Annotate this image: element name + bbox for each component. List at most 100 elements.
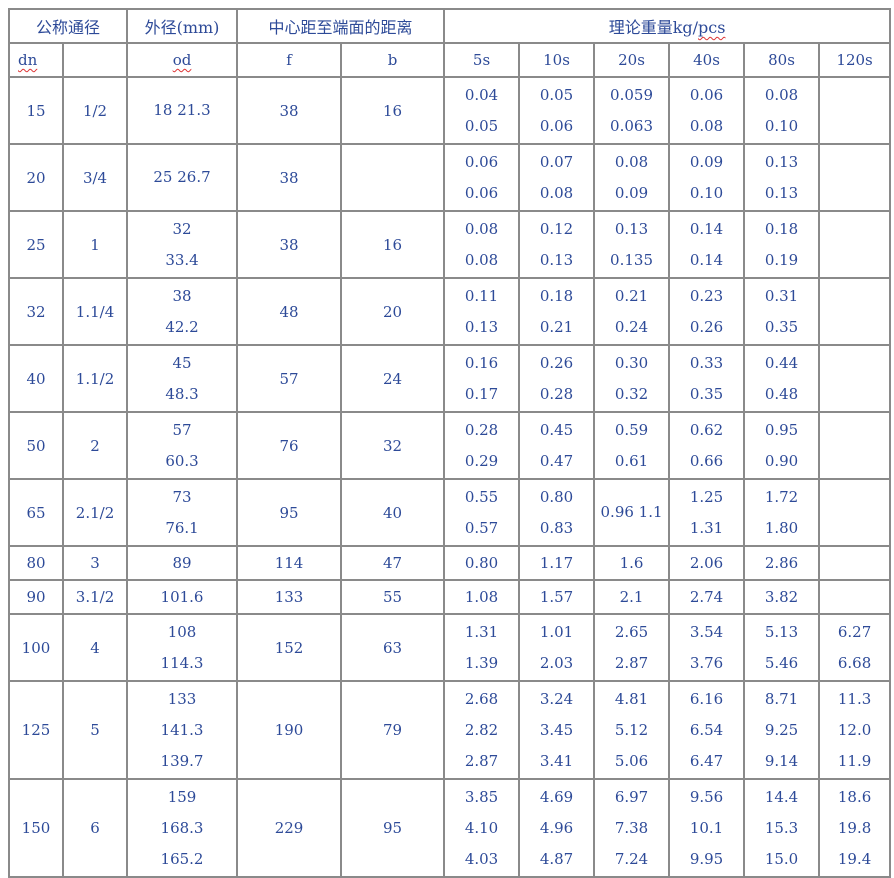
cell-weight-80s: 1.72 1.80: [745, 480, 821, 547]
cell-f: 133: [238, 581, 343, 615]
cell-weight-80s: 0.95 0.90: [745, 413, 821, 480]
cell-weight-40s-value: 0.10: [689, 183, 724, 202]
cell-weight-5s-value: 4.10: [464, 818, 499, 837]
cell-weight-5s-value: 0.08: [464, 250, 499, 269]
table-row: 90 3.1/2 101.6 133 55 1.08 1.57 2.1 2.74 3.82: [10, 581, 892, 615]
cell-dn: 65: [10, 480, 64, 547]
cell-weight-120s-value: 19.8: [837, 818, 872, 837]
cell-weight-40s-value: 0.35: [689, 384, 724, 403]
cell-weight-10s-value: 0.21: [539, 317, 574, 336]
cell-weight-20s: 2.65 2.87: [595, 615, 671, 682]
cell-weight-40s-value: 10.1: [689, 818, 724, 837]
cell-weight-10s: 1.17: [520, 547, 596, 581]
header-od: 外径(mm): [128, 10, 239, 44]
header-sch-120s: 120s: [820, 44, 892, 78]
cell-weight-80s: 8.71 9.25 9.14: [745, 682, 821, 780]
cell-f: 190: [238, 682, 343, 780]
cell-weight-5s-value: 4.03: [464, 849, 499, 868]
cell-od-value: 89: [172, 554, 192, 572]
cell-od-value: 76.1: [165, 518, 199, 537]
cell-od: 159 168.3 165.2: [128, 780, 239, 878]
cell-dn: 90: [10, 581, 64, 615]
cell-weight-10s: 4.69 4.96 4.87: [520, 780, 596, 878]
cell-weight-5s: 3.85 4.10 4.03: [445, 780, 521, 878]
cell-weight-5s-value: 2.68: [464, 689, 499, 708]
cell-weight-5s-value: 0.08: [464, 219, 499, 238]
cell-nps: 2: [64, 413, 129, 480]
cell-b: 47: [342, 547, 446, 581]
cell-weight-5s: 2.68 2.82 2.87: [445, 682, 521, 780]
header-sch-5s: 5s: [445, 44, 521, 78]
cell-weight-80s-value: 2.86: [764, 554, 799, 572]
cell-nps: 3: [64, 547, 129, 581]
cell-weight-120s: 11.3 12.0 11.9: [820, 682, 892, 780]
cell-f: 95: [238, 480, 343, 547]
cell-weight-5s-value: 0.80: [464, 554, 499, 572]
cell-od: 101.6: [128, 581, 239, 615]
cell-weight-20s-value: 0.61: [614, 451, 649, 470]
cell-weight-5s: 1.31 1.39: [445, 615, 521, 682]
cell-od: 108 114.3: [128, 615, 239, 682]
cell-weight-40s-value: 0.33: [689, 353, 724, 372]
cell-weight-80s-value: 3.82: [764, 588, 799, 606]
cell-od-value: 57: [172, 420, 192, 439]
cell-weight-10s-value: 1.17: [539, 554, 574, 572]
cell-weight-80s-value: 0.44: [764, 353, 799, 372]
cell-weight-5s-value: 3.85: [464, 787, 499, 806]
cell-weight-20s: 0.13 0.135: [595, 212, 671, 279]
cell-weight-40s-value: 0.66: [689, 451, 724, 470]
cell-weight-20s: 0.96 1.1: [595, 480, 671, 547]
header-sch-40s: 40s: [670, 44, 746, 78]
table-row: 32 1.1/4 38 42.2 48 20 0.11 0.13 0.18 0.21 0.21 0.2…: [10, 279, 892, 346]
cell-weight-20s-value: 6.97: [614, 787, 649, 806]
cell-weight-5s-value: 0.57: [464, 518, 499, 537]
cell-od: 32 33.4: [128, 212, 239, 279]
cell-weight-120s: [820, 346, 892, 413]
cell-b: 16: [342, 212, 446, 279]
cell-weight-80s-value: 0.10: [764, 116, 799, 135]
cell-weight-80s-value: 5.46: [764, 653, 799, 672]
cell-od-value: 42.2: [165, 317, 199, 336]
weight-prefix: 理论重量kg/: [608, 18, 699, 37]
table-row: 20 3/4 25 26.7 38 0.06 0.06 0.07 0.08 0.08 0.09 0.…: [10, 145, 892, 212]
table-row: 65 2.1/2 73 76.1 95 40 0.55 0.57 0.80 0.83 0.96 1.…: [10, 480, 892, 547]
cell-weight-40s-value: 0.06: [689, 85, 724, 104]
cell-weight-10s-value: 4.96: [539, 818, 574, 837]
cell-weight-10s-value: 0.28: [539, 384, 574, 403]
cell-weight-120s: [820, 279, 892, 346]
cell-weight-20s-value: 0.32: [614, 384, 649, 403]
cell-weight-10s-value: 0.47: [539, 451, 574, 470]
cell-weight-10s-value: 3.24: [539, 689, 574, 708]
cell-weight-20s-value: 0.21: [614, 286, 649, 305]
cell-weight-40s-value: 6.54: [689, 720, 724, 739]
table-row: 150 6 159 168.3 165.2 229 95 3.85 4.10 4.03 4.69 4.…: [10, 780, 892, 878]
cell-f: 76: [238, 413, 343, 480]
cell-dn: 125: [10, 682, 64, 780]
cell-weight-40s: 3.54 3.76: [670, 615, 746, 682]
cell-nps: 3.1/2: [64, 581, 129, 615]
cell-weight-80s-value: 0.35: [764, 317, 799, 336]
cell-weight-80s-value: 5.13: [764, 622, 799, 641]
cell-weight-20s-value: 0.059: [610, 85, 653, 104]
cell-od-value: 165.2: [160, 849, 204, 868]
cell-weight-5s-value: 0.55: [464, 487, 499, 506]
cell-weight-120s: [820, 480, 892, 547]
cell-weight-40s-value: 1.31: [689, 518, 724, 537]
header-f: f: [238, 44, 343, 78]
cell-od: 57 60.3: [128, 413, 239, 480]
cell-weight-80s: 5.13 5.46: [745, 615, 821, 682]
header-center-distance: 中心距至端面的距离: [238, 10, 446, 44]
cell-weight-5s: 0.16 0.17: [445, 346, 521, 413]
cell-weight-40s-value: 3.76: [689, 653, 724, 672]
cell-weight-120s: [820, 413, 892, 480]
cell-weight-80s-value: 0.48: [764, 384, 799, 403]
cell-nps: 4: [64, 615, 129, 682]
header-dn: dn: [18, 51, 38, 69]
cell-weight-10s-value: 1.57: [539, 588, 574, 606]
cell-weight-5s-value: 0.28: [464, 420, 499, 439]
cell-weight-20s: 0.59 0.61: [595, 413, 671, 480]
cell-weight-40s: 0.62 0.66: [670, 413, 746, 480]
cell-weight-40s-value: 0.23: [689, 286, 724, 305]
cell-b: 16: [342, 78, 446, 145]
header-sch-20s: 20s: [595, 44, 671, 78]
